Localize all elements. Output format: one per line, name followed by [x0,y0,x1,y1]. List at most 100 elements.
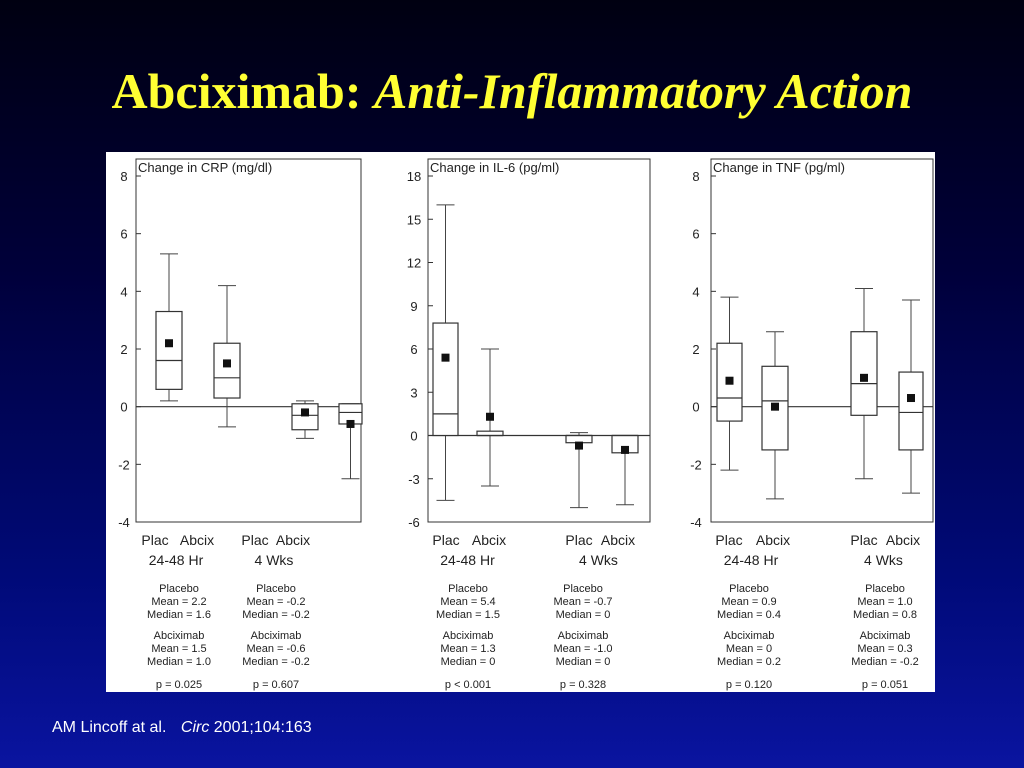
panel-1-group-1-stat-2: Mean = 2.2 [151,596,206,608]
panel-3-ytick-label: 8 [692,169,699,184]
panel-3-ytick-label: -4 [690,515,702,530]
panel-1-group-2-label-plac: Plac [241,532,268,548]
panel-1-ytick-label: 0 [120,400,127,415]
panel-2-group-1-stat-4: Abciximab [443,630,494,642]
panel-1-group-2-stat-2: Mean = -0.2 [246,596,305,608]
panel-3-group-1-period: 24-48 Hr [724,552,779,568]
panel-2-group-1-label-plac: Plac [432,532,459,548]
panel-3-group-2-period: 4 Wks [864,552,903,568]
panel-3-group-2-stat-5: Mean = 0.3 [857,643,912,655]
panel-3-group-1-stat-1: Placebo [729,583,769,595]
panel-1-ytick-label: -2 [118,457,130,472]
panel-2-group-1-period: 24-48 Hr [440,552,495,568]
panel-3-group-2-plac-box [850,331,878,416]
panel-2-group-1-stat-3: Median = 1.5 [436,609,500,621]
panel-2-group-1-label-abcix: Abcix [472,532,506,548]
panel-2-group-1-abcix-box [476,430,504,437]
panel-2-group-2-period: 4 Wks [579,552,618,568]
panel-1-group-1-stat-6: Median = 1.0 [147,656,211,668]
panel-1-group-1-stat-7: p = 0.025 [156,679,202,691]
panel-1-ytick-label: 6 [120,227,127,242]
panel-1-group-2-stat-5: Mean = -0.6 [246,643,305,655]
panel-1-ytick-label: 4 [120,284,127,299]
panel-2-group-2-plac-mean-marker [575,441,583,450]
panel-1-group-1-plac-box [155,310,183,390]
slide-title-main: Abciximab: [111,63,362,119]
panel-3-group-2-abcix-box [898,371,924,451]
panel-3-frame [710,158,934,523]
panel-1-group-1-label-abcix: Abcix [180,532,214,548]
panel-1-group-2-stat-3: Median = -0.2 [242,609,310,621]
panel-1-ytick-label: 8 [120,169,127,184]
panel-1-title: Change in CRP (mg/dl) [138,160,272,175]
panel-2-group-2-label-plac: Plac [565,532,592,548]
panel-3-group-2-stat-4: Abciximab [860,630,911,642]
citation-ref: 2001;104:163 [213,719,312,736]
panel-2-group-2-stat-4: Abciximab [558,630,609,642]
panel-1-ytick-label: 2 [120,342,127,357]
panel-1-frame [135,158,362,523]
panel-1-group-1-label-plac: Plac [141,532,168,548]
panel-2-group-1-stat-1: Placebo [448,583,488,595]
boxplot-svg: Change in CRP (mg/dl) 8 6 4 2 0 -2 -4 Plac Abcix 2… [118,158,934,691]
panel-2-group-1-plac-mean-marker [441,353,450,362]
panel-3-group-2-stat-1: Placebo [865,583,905,595]
panel-2-group-2-stat-7: p = 0.328 [560,679,606,691]
panel-2-group-2-stat-5: Mean = -1.0 [553,643,612,655]
panel-3-group-2-stat-2: Mean = 1.0 [857,596,912,608]
panel-1-group-2-plac-mean-marker [301,408,309,417]
panel-1-group-2-label-abcix: Abcix [276,532,310,548]
panel-1-group-1-abcix-mean-marker [223,359,231,368]
panel-1-group-2-stat-4: Abciximab [251,630,302,642]
panel-3-group-2-stat-7: p = 0.051 [862,679,908,691]
panel-2-group-1-abcix-mean-marker [486,412,494,421]
panel-3-ytick-label: 2 [692,342,699,357]
panel-2-ytick-label: 3 [410,385,417,400]
panel-1-group-2-plac-box [291,403,319,431]
panel-3-group-1-stat-5: Mean = 0 [726,643,772,655]
panel-1-group-1-abcix-box [213,342,241,399]
panel-2-frame [427,158,651,523]
citation-authors: AM Lincoff at al. [52,719,167,736]
panel-3-group-1-plac-mean-marker [725,376,734,385]
panel-2-group-2-stat-6: Median = 0 [556,656,611,668]
panel-1-group-2-abcix-mean-marker [346,419,355,428]
panel-2-ytick-label: -6 [408,515,420,530]
boxplot-figure: Change in CRP (mg/dl) 8 6 4 2 0 -2 -4 Plac Abcix 2… [106,152,935,692]
panel-3-group-1-stat-3: Median = 0.4 [717,609,781,621]
panel-3-ytick-label: 0 [692,400,699,415]
panel-3-ytick-label: 6 [692,227,699,242]
panel-3-group-1-label-plac: Plac [715,532,742,548]
panel-3-group-2-plac-mean-marker [860,373,868,382]
panel-2-group-1-stat-2: Mean = 5.4 [440,596,495,608]
panel-2-group-1-stat-6: Median = 0 [441,656,496,668]
panel-3-group-2-abcix-mean-marker [907,394,915,403]
panel-3-title: Change in TNF (pg/ml) [713,160,845,175]
panel-3-group-1-stat-4: Abciximab [724,630,775,642]
panel-3-ytick-label: 4 [692,284,699,299]
panel-2-ytick-label: -3 [408,472,420,487]
panel-2-group-2-label-abcix: Abcix [601,532,635,548]
slide-title: Abciximab: Anti-Inflammatory Action [0,62,1024,120]
panel-2-ytick-label: 9 [410,299,417,314]
panel-3-ytick-label: -2 [690,457,702,472]
panel-2-group-1-stat-7: p < 0.001 [445,679,491,691]
panel-3-group-2-stat-3: Median = 0.8 [853,609,917,621]
panel-1-group-1-stat-1: Placebo [159,583,199,595]
panel-2-ytick-label: 15 [407,212,421,227]
panel-3-group-2-label-plac: Plac [850,532,877,548]
panel-2-group-2-stat-1: Placebo [563,583,603,595]
panel-1-group-1-stat-5: Mean = 1.5 [151,643,206,655]
panel-1-group-2-period: 4 Wks [255,552,294,568]
panel-3-group-1-stat-2: Mean = 0.9 [721,596,776,608]
panel-2-group-2-stat-2: Mean = -0.7 [553,596,612,608]
panel-3-group-1-stat-7: p = 0.120 [726,679,772,691]
panel-2-group-2-abcix-mean-marker [621,445,629,454]
panel-1-group-1-period: 24-48 Hr [149,552,204,568]
panel-2-ytick-label: 12 [407,256,421,271]
panel-2-title: Change in IL-6 (pg/ml) [430,160,559,175]
panel-1-group-2-stat-7: p = 0.607 [253,679,299,691]
panel-3-group-2-label-abcix: Abcix [886,532,920,548]
panel-1-group-2-stat-1: Placebo [256,583,296,595]
panel-2-ytick-label: 18 [407,169,421,184]
